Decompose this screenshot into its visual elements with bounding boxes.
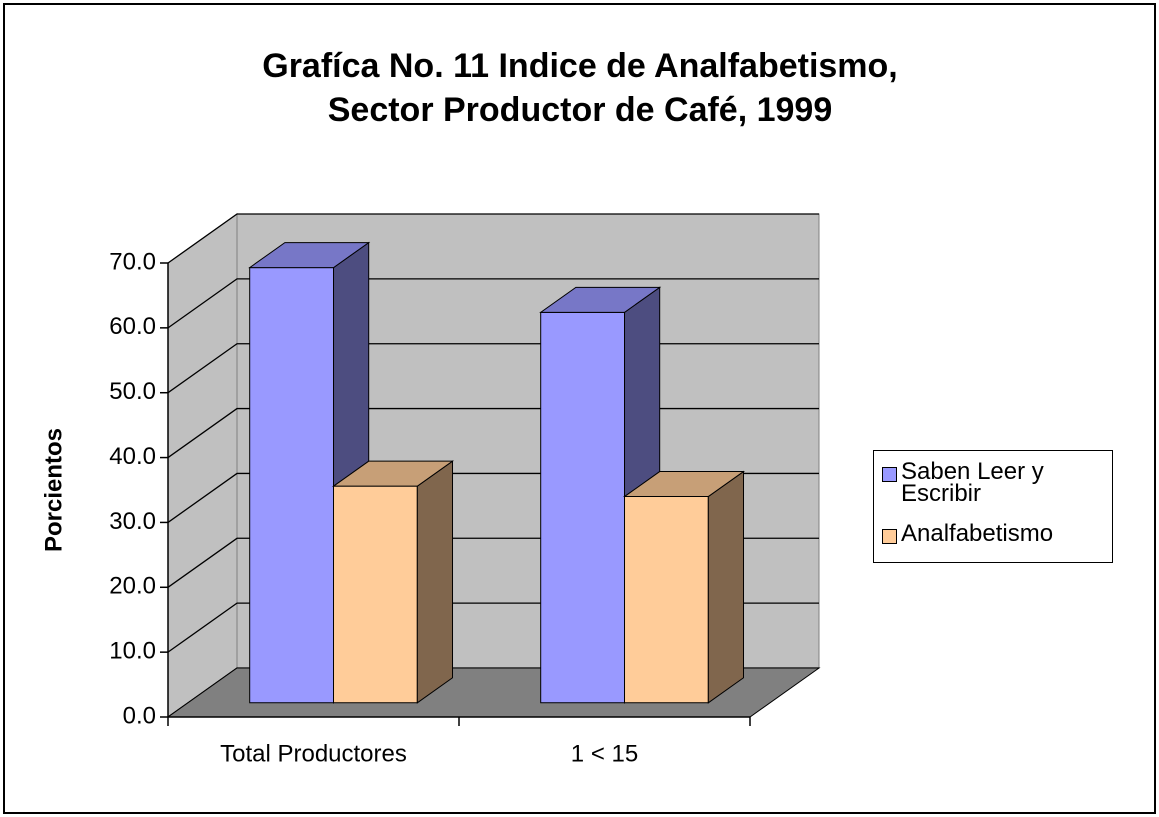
y-axis-label: Porcientos: [40, 428, 67, 552]
chart-title: Sector Productor de Café, 1999: [328, 91, 833, 129]
y-tick-label: 30.0: [109, 508, 156, 535]
y-tick-label: 70.0: [109, 248, 156, 275]
bar-front: [249, 267, 335, 704]
x-tick-label: Total Productores: [220, 740, 407, 767]
legend-swatch: [882, 529, 897, 544]
x-tick-label: 1 < 15: [571, 740, 638, 767]
bar-top: [248, 242, 371, 269]
y-tick-label: 40.0: [109, 443, 156, 470]
y-tick-label: 50.0: [109, 378, 156, 405]
y-tick-label: 20.0: [109, 573, 156, 600]
bar-side: [707, 470, 745, 704]
legend-label: Analfabetismo: [901, 520, 1054, 547]
legend-item: Analfabetismo: [882, 520, 1101, 547]
legend-label: Saben Leer y Escribir: [901, 458, 1044, 507]
bar-top: [539, 286, 662, 313]
bar-front: [333, 485, 418, 704]
y-tick-label: 10.0: [109, 637, 156, 664]
bar-front: [624, 496, 709, 704]
bar-top: [622, 471, 746, 498]
legend-item: Saben Leer y Escribir: [882, 458, 1071, 507]
grid-line: [167, 278, 819, 329]
y-tick-label: 60.0: [109, 313, 156, 340]
legend-swatch: [882, 467, 897, 482]
legend: Saben Leer y Escribir Analfabetismo: [873, 450, 1113, 563]
bar-side: [416, 460, 454, 704]
side-wall: [167, 213, 238, 718]
bar-front: [540, 311, 626, 704]
bar-top: [331, 460, 455, 487]
grid-line: [167, 213, 819, 264]
y-tick-label: 0.0: [123, 702, 156, 729]
chart-title: Grafíca No. 11 Indice de Analfabetismo,: [262, 47, 898, 85]
